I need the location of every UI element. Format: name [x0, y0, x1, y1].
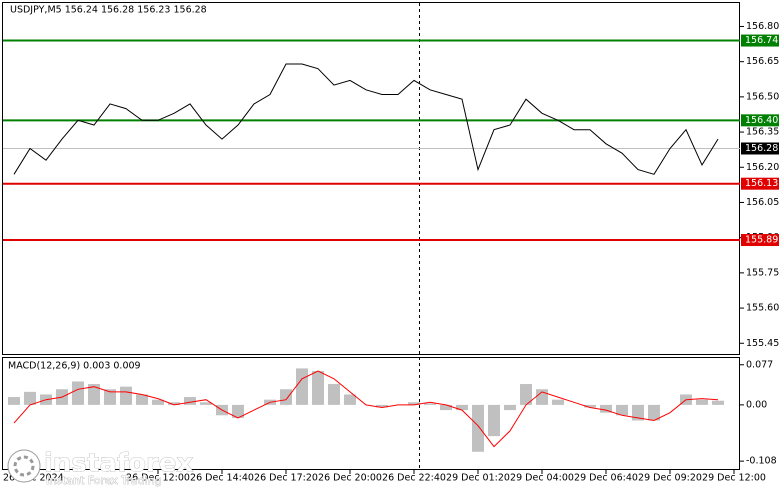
level-label-bg [741, 34, 779, 47]
y-tick-label: -0.108 [746, 456, 777, 467]
level-label: 156.74 [745, 35, 778, 46]
macd-bar [152, 399, 164, 405]
x-tick-label: 29 Dec 12:00 [702, 473, 766, 484]
y-tick-label: 156.65 [746, 56, 779, 67]
y-tick-label: 156.50 [746, 91, 779, 102]
macd-bar [88, 384, 100, 405]
y-tick-label: 156.20 [746, 162, 779, 173]
price-panel [2, 2, 740, 355]
macd-bar [456, 404, 468, 411]
x-tick-label: 26 Dec 14:40 [190, 473, 254, 484]
macd-bar [136, 394, 148, 405]
macd-bar [184, 397, 196, 405]
macd-bar [440, 404, 452, 411]
macd-bar [552, 399, 564, 405]
y-tick-label: 156.35 [746, 127, 779, 138]
y-tick-label: 155.60 [746, 303, 779, 314]
macd-bar [200, 402, 212, 405]
x-tick-label: 26 Dec 20:00 [318, 473, 382, 484]
x-tick-label: 26 Dec 12:00 [126, 473, 190, 484]
x-tick-label: 29 Dec 04:00 [510, 473, 574, 484]
level-label-bg [741, 114, 779, 127]
macd-bar [488, 404, 500, 437]
macd-bar [472, 404, 484, 452]
macd-bar [120, 386, 132, 405]
plot-layer: 155.45155.60155.75155.90156.05156.20156.… [3, 21, 779, 484]
macd-bar [312, 371, 324, 405]
x-tick-label: 29 Dec 09:20 [638, 473, 702, 484]
signal-line [13, 370, 719, 448]
y-tick-label: 156.05 [746, 197, 779, 208]
level-label-bg [741, 177, 779, 190]
current-price-label: 156.28 [745, 143, 778, 154]
macd-bar [408, 402, 420, 405]
macd-bar [600, 404, 612, 413]
macd-bar [424, 403, 436, 405]
macd-bar [696, 399, 708, 405]
logo-brand: instaforex [44, 449, 194, 479]
level-label: 156.40 [745, 115, 778, 126]
y-tick-label: 0.077 [746, 359, 773, 370]
macd-bar [632, 404, 644, 421]
macd-bar [520, 384, 532, 405]
macd-bar [328, 384, 340, 405]
macd-bar [168, 402, 180, 405]
logo-icon-inner [13, 455, 35, 477]
macd-bar [296, 368, 308, 405]
macd-bar [584, 404, 596, 408]
macd-bar [8, 397, 20, 405]
logo-tagline: Instant Forex Trading [46, 474, 162, 487]
macd-bar [72, 381, 84, 405]
macd-bar [232, 404, 244, 418]
macd-bar [712, 400, 724, 405]
logo-icon [7, 449, 41, 483]
level-label: 156.13 [745, 178, 778, 189]
x-tick-label: 26 Dec 22:40 [382, 473, 446, 484]
macd-bar [504, 404, 516, 411]
macd-bar [376, 404, 388, 408]
macd-bar [280, 389, 292, 405]
x-tick-label: 29 Dec 01:20 [446, 473, 510, 484]
macd-bar [616, 404, 628, 416]
macd-bar [24, 391, 36, 405]
macd-bar [344, 394, 356, 405]
macd-bar [104, 389, 116, 405]
y-tick-label: 0.00 [746, 399, 767, 410]
y-tick-label: 156.80 [746, 21, 779, 32]
price-line [13, 63, 719, 175]
x-tick-label: 29 Dec 06:40 [574, 473, 638, 484]
level-label-bg [741, 234, 779, 247]
watermark: instaforex Instant Forex Trading [7, 448, 194, 487]
x-tick-label: 26 Dec 17:20 [254, 473, 318, 484]
current-price-label-bg [741, 142, 779, 155]
chart-title: USDJPY,M5 156.24 156.28 156.23 156.28 [10, 5, 207, 16]
y-tick-label: 155.75 [746, 267, 779, 278]
macd-title: MACD(12,26,9) 0.003 0.009 [8, 361, 141, 372]
macd-bar [648, 404, 660, 421]
y-tick-label: 155.45 [746, 338, 779, 349]
macd-panel [2, 357, 740, 470]
level-label: 155.89 [745, 235, 778, 246]
